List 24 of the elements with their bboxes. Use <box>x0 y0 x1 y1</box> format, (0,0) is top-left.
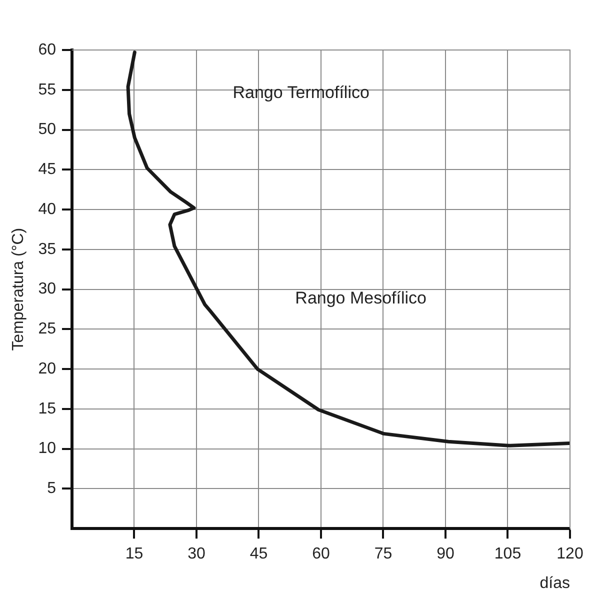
y-tick-label: 25 <box>38 320 56 338</box>
x-tick-label: 90 <box>436 546 454 563</box>
y-tick-label: 15 <box>38 400 56 418</box>
y-tick-label: 20 <box>38 360 56 378</box>
y-tick-label: 40 <box>38 200 56 218</box>
y-tick-label: 30 <box>38 280 56 298</box>
x-tick-label: 30 <box>188 546 206 563</box>
y-tick-label: 10 <box>38 440 56 458</box>
y-tick-label: 45 <box>38 161 56 178</box>
annotation: Rango Mesofílico <box>295 288 427 308</box>
y-tick-label: 50 <box>38 121 56 138</box>
x-tick-label: 105 <box>494 546 522 563</box>
annotation: Rango Termofílico <box>232 82 370 102</box>
x-tick-label: 120 <box>556 546 584 563</box>
x-tick-label: 45 <box>250 546 268 563</box>
y-tick-label: 5 <box>47 480 56 498</box>
x-tick-label: 60 <box>312 546 330 563</box>
x-tick-label: 75 <box>374 546 392 563</box>
x-axis-title: días <box>540 574 570 592</box>
y-axis-title: Temperatura (°C) <box>10 228 28 351</box>
y-tick-label: 55 <box>38 81 56 98</box>
y-tick-label: 35 <box>38 240 56 258</box>
x-tick-label: 15 <box>125 546 144 563</box>
y-tick-label: 60 <box>38 41 56 58</box>
